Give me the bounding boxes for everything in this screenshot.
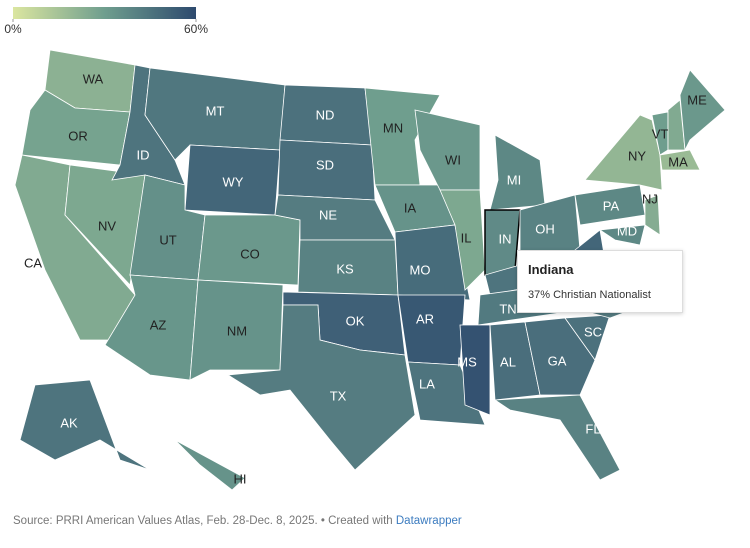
state [197, 214, 301, 286]
state-label: OR [68, 128, 88, 143]
state-label: ND [316, 107, 335, 122]
state [584, 114, 663, 191]
state [644, 194, 661, 236]
state-label: LA [419, 376, 435, 391]
state-label: IL [461, 230, 472, 245]
state-label: WA [83, 71, 104, 86]
state-label: GA [548, 353, 567, 368]
state-label: CO [240, 246, 260, 261]
state-label: WY [223, 174, 244, 189]
state-label: ID [137, 147, 150, 162]
state-label: AZ [150, 317, 167, 332]
state-label: NV [98, 218, 116, 233]
state-label: MN [383, 120, 403, 135]
credit-link[interactable]: Datawrapper [395, 515, 462, 527]
state [394, 224, 471, 301]
state [19, 379, 151, 471]
state-label: UT [159, 232, 176, 247]
state-label: IN [499, 231, 512, 246]
state-label: NE [319, 207, 337, 222]
state-label: IA [404, 200, 417, 215]
tooltip-title: Indiana [528, 262, 574, 277]
state-label: VT [652, 126, 669, 141]
state-label: MO [410, 262, 431, 277]
state-label: WI [445, 152, 461, 167]
state [493, 394, 621, 481]
source-note: Source: PRRI American Values Atlas, Feb.… [13, 515, 462, 527]
state [439, 189, 486, 291]
state-label: FL [585, 421, 600, 436]
state-label: AK [60, 415, 78, 430]
tooltip-text: 37% Christian Nationalist [528, 289, 651, 301]
state-label: OH [535, 221, 555, 236]
state-label: AL [500, 354, 516, 369]
choropleth-map: 0% 60% WA OR CA NV ID MT WY UT CO AZ NM ND SD NE KS OK TX M… [4, 7, 726, 491]
legend-label: 0% [4, 22, 22, 36]
state-label: MT [206, 103, 225, 118]
legend-label: 60% [184, 22, 208, 36]
state [659, 149, 701, 171]
state-label: MD [617, 223, 637, 238]
state [459, 324, 491, 416]
state-label: SC [584, 324, 602, 339]
state-label: MS [457, 354, 477, 369]
state [189, 279, 284, 381]
state [524, 317, 596, 396]
state-label: CA [24, 255, 42, 270]
state [407, 361, 486, 426]
legend-bar [13, 7, 196, 19]
state-label: KS [336, 261, 354, 276]
state-label: NJ [642, 191, 658, 206]
state [226, 304, 416, 471]
state [489, 134, 546, 211]
state-label: OK [346, 313, 365, 328]
state-label: PA [603, 198, 620, 213]
state-label: ME [687, 92, 707, 107]
state-label: MA [668, 154, 688, 169]
state-label: TN [499, 301, 516, 316]
state-label: AR [416, 311, 434, 326]
state [174, 439, 246, 491]
state [414, 109, 481, 191]
state [397, 294, 466, 366]
state-label: NY [628, 148, 646, 163]
state-label: SD [316, 157, 334, 172]
state [598, 224, 646, 246]
state [679, 69, 726, 152]
state [564, 314, 611, 361]
state-label: MI [507, 172, 521, 187]
state-label: NM [227, 323, 247, 338]
state-label: TX [330, 388, 347, 403]
state-label: HI [234, 471, 247, 486]
source-text: Source: PRRI American Values Atlas, Feb.… [13, 515, 393, 527]
tooltip: Indiana 37% Christian Nationalist [517, 250, 683, 313]
